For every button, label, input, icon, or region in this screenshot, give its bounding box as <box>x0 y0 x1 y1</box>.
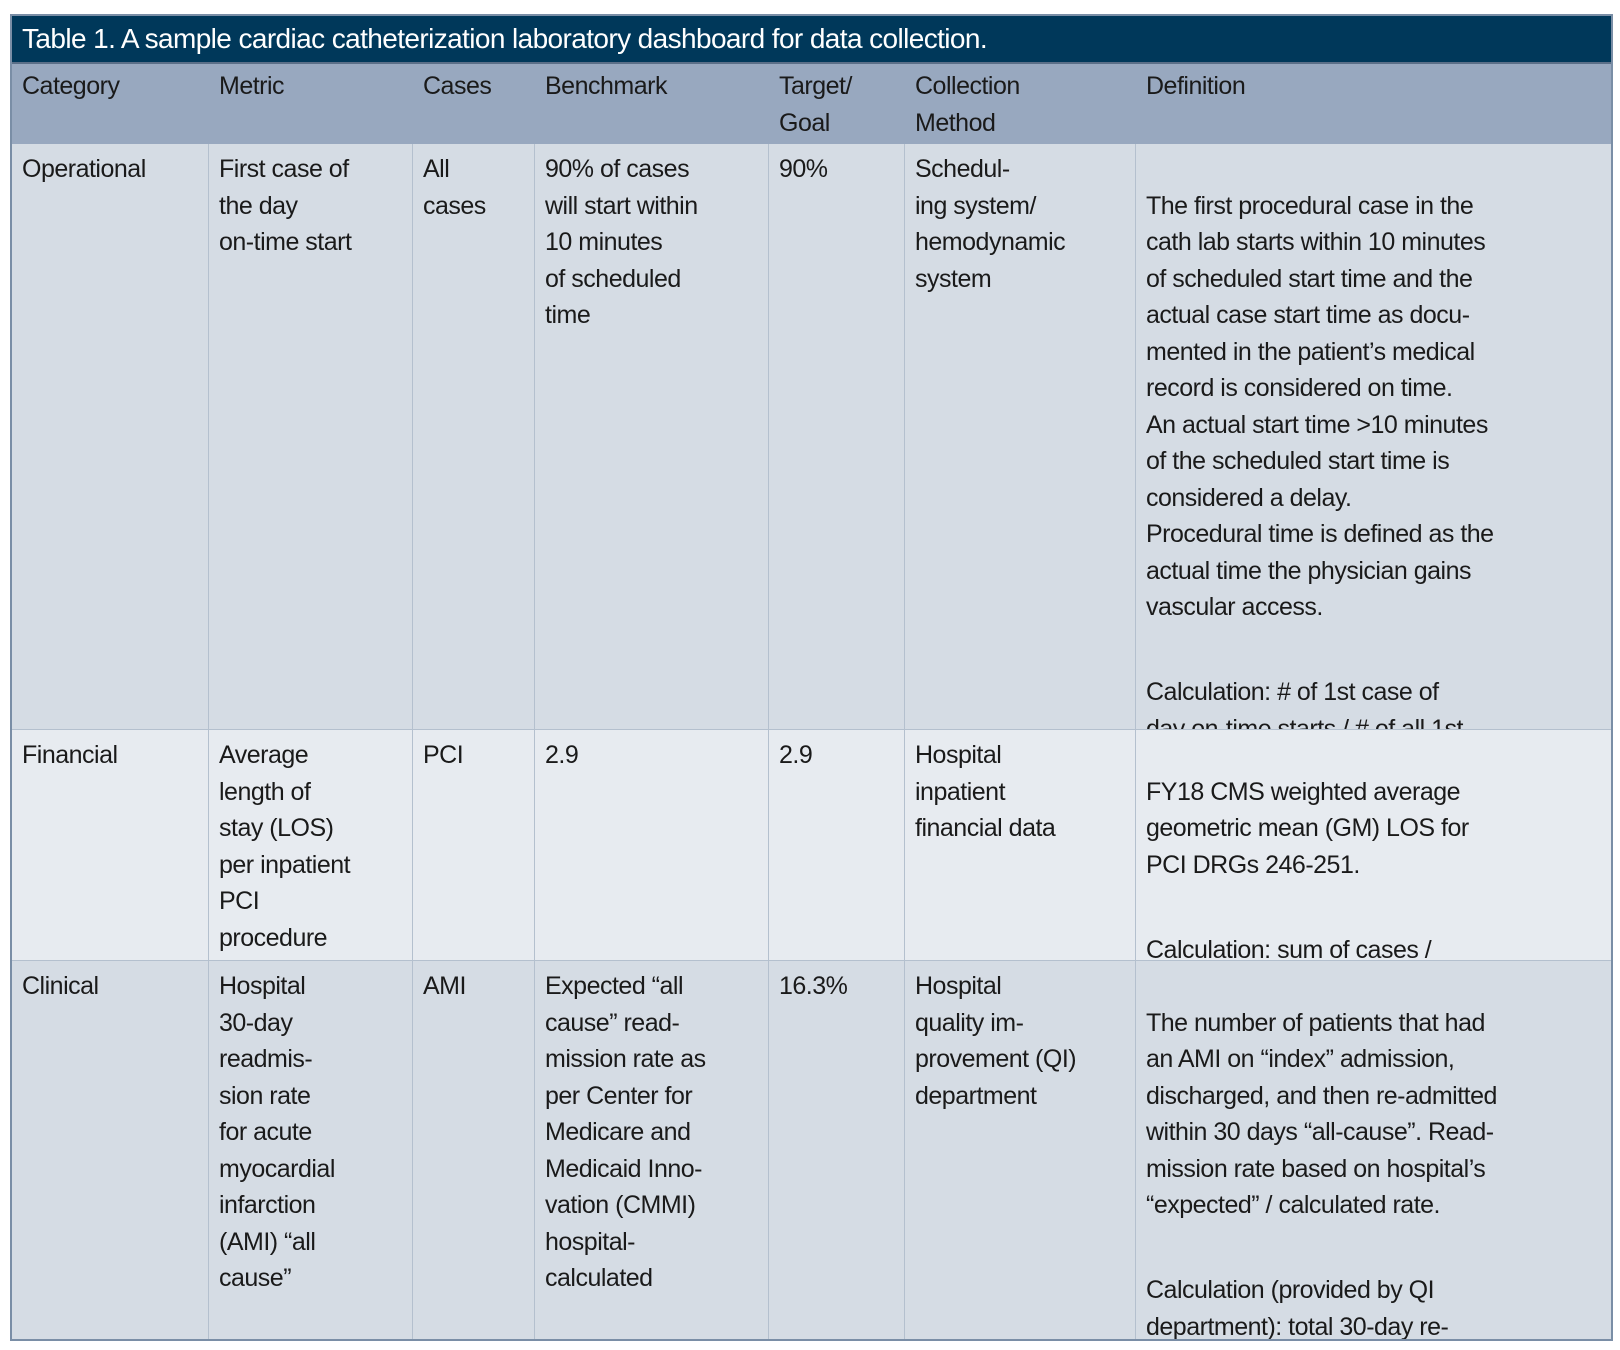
table-row: Financial Average length of stay (LOS) p… <box>12 729 1611 960</box>
calculation-text: Calculation: sum of cases / sum of days <box>1146 935 1432 961</box>
table-row: Operational First case of the day on-tim… <box>12 144 1611 729</box>
table-title: Table 1. A sample cardiac catheterizatio… <box>12 16 1611 62</box>
cell-cases: PCI <box>413 730 535 960</box>
cell-category: Financial <box>12 730 209 960</box>
cell-definition: FY18 CMS weighted average geometric mean… <box>1136 730 1611 961</box>
cell-category: Operational <box>12 144 209 729</box>
header-metric: Metric <box>209 64 413 144</box>
data-table: Table 1. A sample cardiac catheterizatio… <box>10 14 1613 1341</box>
cell-benchmark: Expected “all cause” read- mission rate … <box>535 961 769 1339</box>
cell-collection-method: Hospital inpatient financial data <box>905 730 1136 960</box>
header-collection-method: Collection Method <box>905 64 1136 144</box>
header-target-goal: Target/ Goal <box>769 64 905 144</box>
cell-metric: First case of the day on-time start <box>209 144 413 729</box>
definition-text: FY18 CMS weighted average geometric mean… <box>1146 777 1469 879</box>
header-definition: Definition <box>1136 64 1611 144</box>
cell-collection-method: Hospital quality im- provement (QI) depa… <box>905 961 1136 1339</box>
calculation-text: Calculation: # of 1st case of day on-tim… <box>1146 678 1463 729</box>
cell-collection-method: Schedul- ing system/ hemodynamic system <box>905 144 1136 729</box>
cell-benchmark: 90% of cases will start within 10 minute… <box>535 144 769 729</box>
calculation-text: Calculation (provided by QI department):… <box>1146 1276 1449 1339</box>
cell-category: Clinical <box>12 961 209 1339</box>
cell-benchmark: 2.9 <box>535 730 769 960</box>
cell-target: 2.9 <box>769 730 905 960</box>
cell-metric: Average length of stay (LOS) per inpatie… <box>209 730 413 960</box>
header-benchmark: Benchmark <box>535 64 769 144</box>
header-cases: Cases <box>413 64 535 144</box>
definition-text: The number of patients that had an AMI o… <box>1146 1008 1497 1220</box>
cell-definition: The first procedural case in the cath la… <box>1136 144 1611 730</box>
definition-text: The first procedural case in the cath la… <box>1146 191 1494 622</box>
cell-cases: All cases <box>413 144 535 729</box>
cell-cases: AMI <box>413 961 535 1339</box>
header-category: Category <box>12 64 209 144</box>
cell-target: 90% <box>769 144 905 729</box>
cell-metric: Hospital 30-day readmis- sion rate for a… <box>209 961 413 1339</box>
table-row: Clinical Hospital 30-day readmis- sion r… <box>12 960 1611 1339</box>
table-header-row: Category Metric Cases Benchmark Target/ … <box>12 62 1611 144</box>
cell-definition: The number of patients that had an AMI o… <box>1136 961 1611 1340</box>
cell-target: 16.3% <box>769 961 905 1339</box>
